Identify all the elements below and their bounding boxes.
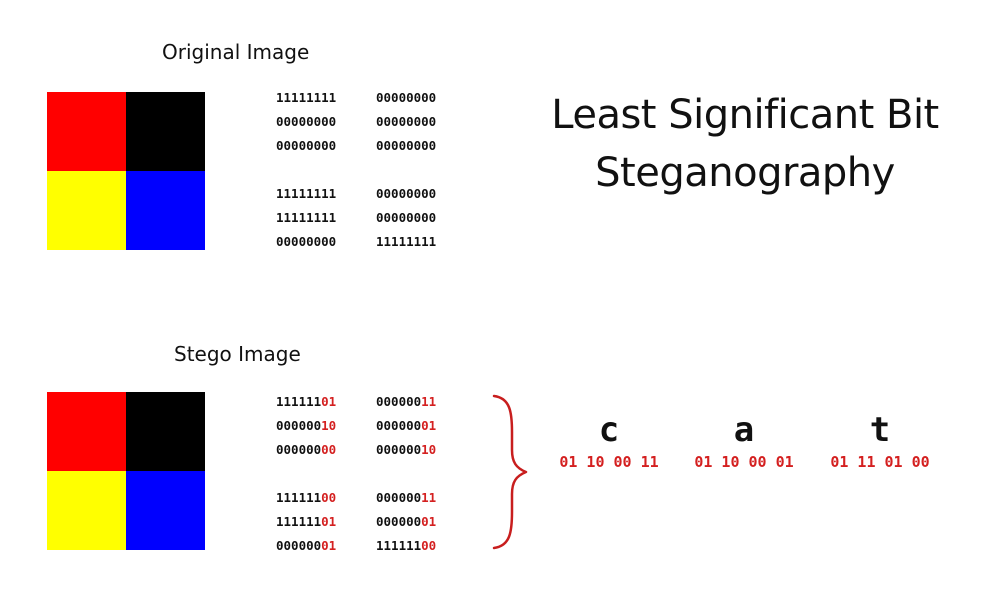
bit-byte: 00000001 [276,534,376,558]
bit-row: 00000010 00000001 [276,414,456,438]
byte-high-bits: 111111 [276,490,322,505]
original-pixel-red [47,92,126,171]
bit-row: 11111111 00000000 [276,182,456,206]
byte-high-bits: 00000000 [276,114,337,129]
byte-lsb-bits: 00 [421,538,437,553]
byte-high-bits: 000000 [376,394,422,409]
stego-pixel-grid [47,392,205,550]
bit-byte: 11111111 [276,86,376,110]
bit-row: 11111101 00000011 [276,390,456,414]
bit-byte: 11111111 [376,230,456,254]
curly-brace-icon [492,394,528,550]
byte-high-bits: 111111 [276,514,322,529]
bit-byte: 00000000 [276,134,376,158]
byte-high-bits: 000000 [376,490,422,505]
bit-byte: 00000000 [276,110,376,134]
bit-byte: 00000001 [376,414,456,438]
bit-row: 11111111 00000000 [276,86,456,110]
byte-high-bits: 11111111 [276,210,337,225]
stego-pixel-black [126,392,205,471]
byte-lsb-bits: 01 [421,418,437,433]
byte-high-bits: 11111111 [276,90,337,105]
bit-byte: 00000000 [376,134,456,158]
bit-byte: 11111101 [276,510,376,534]
byte-high-bits: 00000000 [376,210,437,225]
original-bit-table: 11111111 00000000 00000000 00000000 00000000… [276,86,456,254]
bit-byte: 00000011 [376,390,456,414]
original-pixel-blue [126,171,205,250]
bit-row: 00000000 00000000 [276,134,456,158]
title-line-2: Steganography [595,150,895,196]
byte-high-bits: 00000000 [276,234,337,249]
page-title: Least Significant Bit Steganography [520,86,970,202]
byte-high-bits: 000000 [376,514,422,529]
byte-high-bits: 00000000 [376,90,437,105]
bit-byte: 00000000 [376,110,456,134]
stego-pixel-red [47,392,126,471]
bit-row: 11111101 00000001 [276,510,456,534]
letter-bits: 01 10 00 01 [694,453,794,471]
byte-lsb-bits: 01 [321,514,337,529]
original-pixel-grid [47,92,205,250]
stego-bit-table: 11111101 00000011 00000010 00000001 00000000… [276,390,456,558]
byte-lsb-bits: 11 [421,490,437,505]
bit-byte: 11111100 [276,486,376,510]
byte-lsb-bits: 01 [321,538,337,553]
byte-lsb-bits: 01 [321,394,337,409]
byte-high-bits: 111111 [376,538,422,553]
bit-byte: 00000000 [376,86,456,110]
message-letter-t: t 01 11 01 00 [820,410,940,474]
byte-high-bits: 00000000 [376,114,437,129]
stego-pixel-blue [126,471,205,550]
letter-bits: 01 10 00 11 [559,453,659,471]
byte-high-bits: 00000000 [276,138,337,153]
bit-byte: 00000001 [376,510,456,534]
bit-byte: 00000000 [276,230,376,254]
byte-high-bits: 00000000 [376,138,437,153]
original-image-label: Original Image [162,40,310,64]
byte-high-bits: 000000 [376,442,422,457]
bit-row: 00000001 11111100 [276,534,456,558]
bit-row: 11111111 00000000 [276,206,456,230]
bit-row: 11111100 00000011 [276,486,456,510]
original-pixel-black [126,92,205,171]
letter-char: t [869,410,891,450]
byte-high-bits: 00000000 [376,186,437,201]
byte-lsb-bits: 00 [321,490,337,505]
byte-high-bits: 000000 [276,442,322,457]
bit-row: 00000000 00000000 [276,110,456,134]
byte-high-bits: 11111111 [276,186,337,201]
bit-byte: 00000011 [376,486,456,510]
byte-high-bits: 111111 [276,394,322,409]
byte-lsb-bits: 11 [421,394,437,409]
byte-lsb-bits: 00 [321,442,337,457]
letter-char: c [598,410,620,450]
bit-byte: 11111111 [276,182,376,206]
bit-byte: 11111111 [276,206,376,230]
byte-lsb-bits: 10 [321,418,337,433]
original-pixel-yellow [47,171,126,250]
bit-byte: 11111101 [276,390,376,414]
bit-byte: 00000000 [276,438,376,462]
byte-high-bits: 000000 [376,418,422,433]
message-letter-c: c 01 10 00 11 [549,410,669,474]
stego-pixel-yellow [47,471,126,550]
bit-byte: 00000010 [276,414,376,438]
byte-high-bits: 000000 [276,418,322,433]
stego-image-label: Stego Image [174,342,301,366]
bit-byte: 00000000 [376,206,456,230]
byte-lsb-bits: 01 [421,514,437,529]
byte-high-bits: 11111111 [376,234,437,249]
byte-high-bits: 000000 [276,538,322,553]
bit-byte: 11111100 [376,534,456,558]
bit-row: 00000000 11111111 [276,230,456,254]
letter-char: a [733,410,755,450]
byte-lsb-bits: 10 [421,442,437,457]
title-line-1: Least Significant Bit [551,92,939,138]
bit-row: 00000000 00000010 [276,438,456,462]
bit-byte: 00000010 [376,438,456,462]
bit-byte: 00000000 [376,182,456,206]
message-letter-a: a 01 10 00 01 [684,410,804,474]
letter-bits: 01 11 01 00 [830,453,930,471]
